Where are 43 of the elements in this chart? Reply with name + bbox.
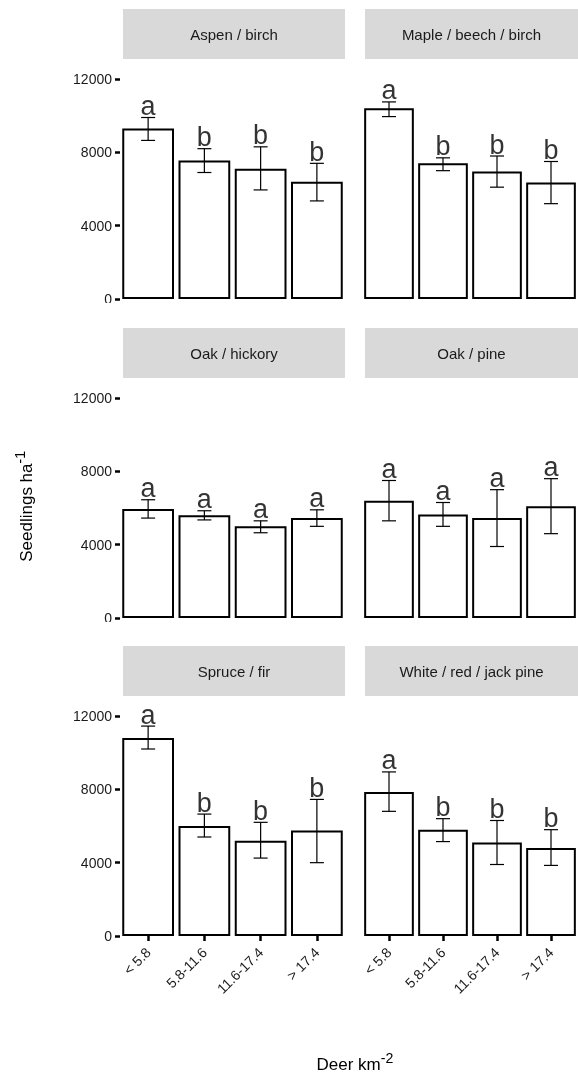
annotation: b <box>309 136 325 167</box>
annotation: b <box>543 803 559 834</box>
x-axis-title: Deer km$^{-2}$ <box>316 1050 394 1075</box>
annotation: a <box>489 463 506 494</box>
y-tick-label: 12000 <box>73 708 113 724</box>
chart-title: White / red / jack pine <box>365 646 578 696</box>
chart-title: Spruce / fir <box>123 646 345 696</box>
annotation: a <box>253 494 270 525</box>
y-tick-label: 4000 <box>80 536 113 553</box>
annotation: b <box>543 135 559 165</box>
y-tick-label: 12000 <box>73 71 113 87</box>
annotation: b <box>489 794 505 824</box>
y-tick-label: 0 <box>104 928 113 944</box>
annotation: b <box>253 120 269 151</box>
annotation: a <box>543 452 560 483</box>
chart-title: Aspen / birch <box>123 9 345 59</box>
annotation: b <box>489 129 505 160</box>
annotation: a <box>381 75 398 106</box>
annotation: a <box>196 484 213 515</box>
annotation: a <box>309 483 326 514</box>
y-tick-label: 8000 <box>80 144 113 161</box>
annotation: a <box>435 476 452 506</box>
annotation: a <box>140 473 157 504</box>
annotation: b <box>196 122 212 153</box>
chart-title: Oak / pine <box>365 328 578 378</box>
annotation: b <box>435 131 451 162</box>
annotation: a <box>140 699 157 730</box>
y-tick-label: 8000 <box>80 781 113 798</box>
y-tick-label: 12000 <box>73 390 113 406</box>
x-tick-label: < 5.8 <box>361 944 395 978</box>
annotation: a <box>381 454 398 484</box>
annotation: a <box>381 745 398 776</box>
annotation: b <box>253 795 269 826</box>
annotation: b <box>309 772 325 803</box>
annotation: b <box>435 792 451 823</box>
chart-title: Oak / hickory <box>123 328 345 378</box>
y-tick-label: 8000 <box>80 463 113 480</box>
annotation: a <box>140 91 157 121</box>
y-tick-label: 4000 <box>80 854 113 871</box>
chart-title: Maple / beech / birch <box>365 9 578 59</box>
annotation: b <box>196 787 212 818</box>
x-tick-label: < 5.8 <box>120 944 154 978</box>
y-tick-label: 4000 <box>80 217 113 234</box>
